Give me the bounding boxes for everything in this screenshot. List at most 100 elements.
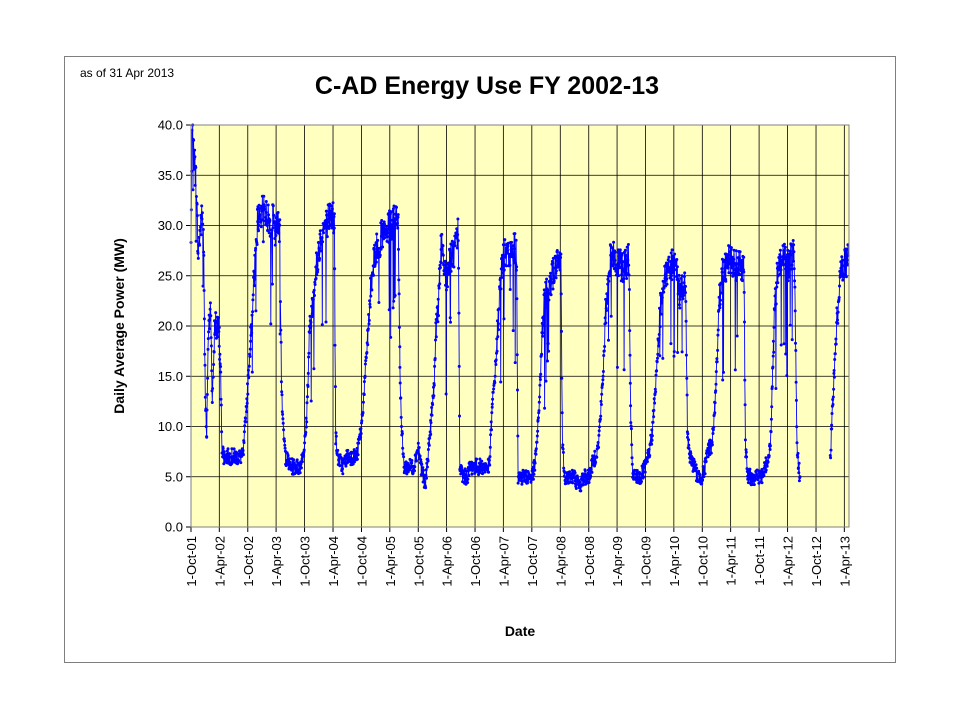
data-point — [622, 368, 626, 372]
data-point — [488, 455, 492, 459]
data-point — [764, 456, 768, 460]
data-point — [728, 262, 731, 266]
data-point — [773, 308, 777, 312]
data-point — [682, 293, 686, 297]
data-point — [705, 449, 709, 453]
data-point — [778, 272, 782, 276]
data-point — [797, 471, 801, 475]
data-point — [506, 244, 510, 248]
data-point — [275, 227, 279, 231]
data-point — [280, 390, 284, 394]
data-point — [555, 249, 559, 252]
data-point — [622, 277, 626, 281]
data-point — [732, 257, 736, 261]
data-point — [619, 260, 623, 264]
x-tick-label: 1-Oct-01 — [184, 536, 199, 587]
data-point — [672, 350, 676, 354]
data-point — [687, 443, 691, 447]
data-point — [605, 299, 609, 303]
data-point — [715, 360, 719, 364]
data-point — [339, 456, 343, 460]
data-point — [248, 355, 252, 358]
data-point — [562, 466, 566, 470]
data-point — [447, 272, 451, 276]
data-point — [366, 343, 370, 347]
data-point — [304, 416, 308, 420]
data-point — [786, 279, 790, 283]
data-point — [429, 432, 433, 436]
data-point — [444, 392, 448, 396]
data-point — [677, 279, 681, 283]
x-tick-label: 1-Apr-06 — [440, 536, 455, 587]
data-point — [704, 460, 708, 463]
data-point — [653, 401, 657, 405]
data-point — [616, 262, 620, 266]
data-point — [609, 314, 613, 318]
data-point — [502, 317, 506, 321]
data-point — [834, 342, 838, 346]
data-point — [599, 414, 603, 418]
data-point — [537, 411, 541, 415]
data-point — [739, 269, 743, 273]
data-point — [695, 466, 699, 470]
data-point — [495, 319, 499, 323]
plot-border — [190, 124, 850, 528]
data-point — [831, 403, 835, 406]
data-point — [681, 297, 685, 301]
data-point — [715, 357, 719, 361]
data-point — [408, 468, 412, 472]
data-point — [242, 441, 246, 445]
data-point — [275, 215, 279, 219]
data-point — [487, 470, 491, 474]
data-point — [620, 273, 624, 277]
data-point — [249, 325, 253, 329]
data-point — [558, 268, 562, 272]
data-point — [608, 274, 612, 278]
data-point — [714, 382, 718, 386]
data-point — [232, 447, 236, 451]
x-axis-title: Date — [505, 623, 536, 639]
data-point — [764, 468, 768, 472]
data-point — [249, 333, 253, 337]
data-point — [192, 138, 196, 142]
data-point — [359, 432, 363, 435]
data-point — [841, 258, 845, 262]
data-point — [366, 327, 370, 331]
data-point — [323, 226, 327, 230]
data-point — [769, 430, 773, 434]
data-point — [305, 395, 309, 399]
data-point — [771, 365, 775, 369]
data-point — [246, 368, 250, 372]
data-point — [338, 464, 342, 468]
data-point — [502, 268, 506, 272]
data-point — [280, 410, 284, 414]
data-point — [621, 260, 625, 264]
data-point — [516, 388, 519, 392]
data-point — [658, 325, 662, 329]
data-point — [254, 309, 258, 313]
data-point — [368, 299, 372, 303]
data-point — [378, 250, 381, 254]
data-point — [433, 357, 437, 360]
data-point — [660, 296, 664, 300]
data-point — [441, 244, 445, 248]
data-point — [210, 389, 214, 393]
x-tick-label: 1-Oct-05 — [411, 536, 426, 587]
data-point — [208, 301, 212, 305]
data-point — [519, 471, 523, 475]
data-point — [327, 227, 331, 230]
data-point — [724, 257, 728, 261]
data-point — [216, 335, 220, 339]
data-point — [782, 263, 786, 266]
data-point — [377, 301, 381, 304]
data-point — [419, 458, 423, 462]
data-point — [351, 457, 355, 461]
data-point — [288, 457, 292, 461]
data-point — [832, 369, 836, 372]
data-point — [677, 303, 681, 307]
data-point — [456, 239, 460, 243]
data-point — [424, 473, 428, 477]
data-point — [743, 438, 747, 442]
data-point — [782, 342, 786, 346]
data-point — [273, 220, 277, 224]
